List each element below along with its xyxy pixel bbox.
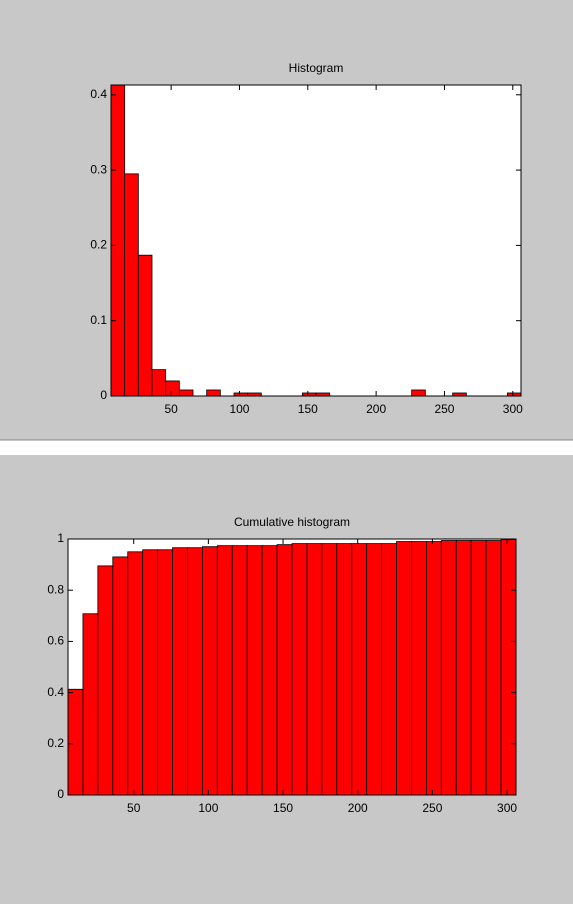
bar [82,613,99,796]
bar [276,544,293,796]
bar [151,369,167,397]
bar [206,389,221,397]
x-tick-label: 100 [198,801,218,815]
x-tick-label: 150 [298,402,318,416]
bar [127,551,144,796]
bar [321,543,338,796]
bar [366,543,382,796]
bar [112,556,129,796]
bar [411,541,427,796]
axes-frame [110,84,522,397]
x-tick-label: 50 [164,402,178,416]
y-tick-label: 0.1 [90,313,107,327]
plot-area [110,84,522,397]
x-tick-label: 50 [127,801,141,815]
y-tick-label: 0 [100,388,107,402]
x-tick-label: 300 [497,801,517,815]
bar [470,540,487,796]
bar [500,539,517,796]
axes-frame [67,538,517,796]
x-tick-label: 300 [503,402,523,416]
bar [351,543,368,796]
bar [261,545,278,796]
bar [336,543,353,796]
bar [157,549,173,796]
bar [172,547,188,796]
bar [178,389,194,397]
x-tick-label: 100 [229,402,249,416]
bar [137,254,153,397]
bar [187,547,203,796]
bar [291,543,308,796]
chart-title: Histogram [289,61,344,75]
y-tick-label: 0.3 [90,162,107,176]
y-tick-label: 0.2 [47,736,64,750]
y-tick-label: 0 [57,787,64,801]
bar [425,541,442,796]
bar [216,545,233,796]
x-tick-label: 150 [273,801,293,815]
y-tick-label: 1 [57,531,64,545]
bar [165,380,180,397]
bar [411,389,426,397]
bar [97,565,114,796]
x-tick-label: 250 [434,402,454,416]
x-tick-label: 200 [348,801,368,815]
bar [124,173,139,397]
bar [110,84,126,397]
bar [231,545,248,796]
y-tick-label: 0.4 [47,685,64,699]
x-tick-label: 200 [366,402,386,416]
bar [440,540,457,796]
bar [306,543,323,796]
bar [455,540,472,796]
y-tick-label: 0.4 [90,87,107,101]
y-tick-label: 0.2 [90,238,107,252]
bar [246,545,263,796]
bar [381,543,397,796]
bar [396,541,412,796]
x-tick-label: 250 [422,801,442,815]
y-tick-label: 0.8 [47,582,64,596]
bar [142,549,159,796]
y-tick-label: 0.6 [47,634,64,648]
bar [67,688,84,796]
bar [201,546,218,796]
chart-title: Cumulative histogram [234,515,350,529]
bar [485,540,502,796]
